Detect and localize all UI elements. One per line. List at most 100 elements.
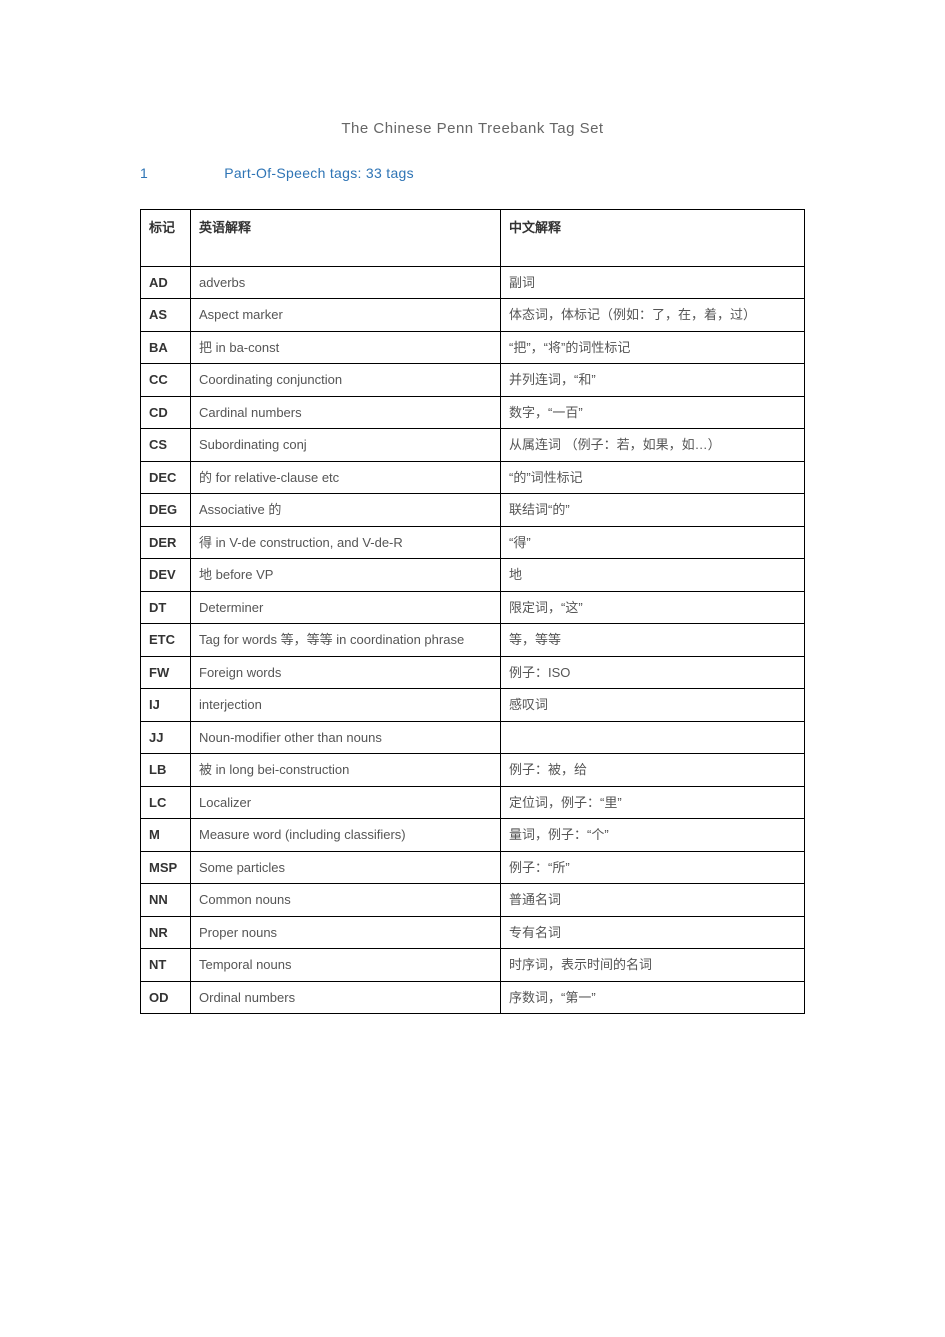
chinese-cell: 定位词，例子：“里” <box>501 786 805 819</box>
chinese-cell: 普通名词 <box>501 884 805 917</box>
tag-cell: NT <box>141 949 191 982</box>
table-row: LB被 in long bei-construction例子：被，给 <box>141 754 805 787</box>
english-cell: Determiner <box>191 591 501 624</box>
tag-cell: NR <box>141 916 191 949</box>
chinese-cell: 专有名词 <box>501 916 805 949</box>
tag-cell: JJ <box>141 721 191 754</box>
english-cell: 的 for relative-clause etc <box>191 461 501 494</box>
table-row: ETCTag for words 等，等等 in coordination ph… <box>141 624 805 657</box>
chinese-cell: 数字，“一百” <box>501 396 805 429</box>
tag-cell: CD <box>141 396 191 429</box>
table-row: IJinterjection感叹词 <box>141 689 805 722</box>
tag-cell: CC <box>141 364 191 397</box>
table-row: DEGAssociative 的联结词“的” <box>141 494 805 527</box>
english-cell: adverbs <box>191 266 501 299</box>
english-cell: Cardinal numbers <box>191 396 501 429</box>
tag-cell: DEV <box>141 559 191 592</box>
tag-cell: CS <box>141 429 191 462</box>
table-row: JJNoun-modifier other than nouns <box>141 721 805 754</box>
section-heading-text: Part-Of-Speech tags: 33 tags <box>224 165 414 181</box>
pos-tags-table: 标记英语解释中文解释ADadverbs副词ASAspect marker体态词，… <box>140 209 805 1014</box>
tag-cell: DT <box>141 591 191 624</box>
tag-cell: MSP <box>141 851 191 884</box>
chinese-cell: “把”，“将”的词性标记 <box>501 331 805 364</box>
english-cell: Common nouns <box>191 884 501 917</box>
english-cell: Localizer <box>191 786 501 819</box>
english-cell: 地 before VP <box>191 559 501 592</box>
chinese-cell: 并列连词，“和” <box>501 364 805 397</box>
table-row: CSSubordinating conj从属连词 （例子：若，如果，如…） <box>141 429 805 462</box>
english-cell: 得 in V-de construction, and V-de-R <box>191 526 501 559</box>
english-cell: Some particles <box>191 851 501 884</box>
table-header-cell: 英语解释 <box>191 210 501 267</box>
chinese-cell: 例子：“所” <box>501 851 805 884</box>
chinese-cell <box>501 721 805 754</box>
tag-cell: LB <box>141 754 191 787</box>
english-cell: interjection <box>191 689 501 722</box>
tag-cell: IJ <box>141 689 191 722</box>
table-row: CDCardinal numbers数字，“一百” <box>141 396 805 429</box>
table-row: LCLocalizer定位词，例子：“里” <box>141 786 805 819</box>
english-cell: Proper nouns <box>191 916 501 949</box>
table-row: DEV地 before VP地 <box>141 559 805 592</box>
table-row: DTDeterminer限定词，“这” <box>141 591 805 624</box>
tag-cell: DEG <box>141 494 191 527</box>
chinese-cell: 地 <box>501 559 805 592</box>
table-row: DER得 in V-de construction, and V-de-R“得” <box>141 526 805 559</box>
chinese-cell: 例子：被，给 <box>501 754 805 787</box>
chinese-cell: 序数词，“第一” <box>501 981 805 1014</box>
chinese-cell: 感叹词 <box>501 689 805 722</box>
table-row: FWForeign words例子：ISO <box>141 656 805 689</box>
tag-cell: ETC <box>141 624 191 657</box>
english-cell: Ordinal numbers <box>191 981 501 1014</box>
table-header-row: 标记英语解释中文解释 <box>141 210 805 267</box>
tag-cell: OD <box>141 981 191 1014</box>
chinese-cell: 从属连词 （例子：若，如果，如…） <box>501 429 805 462</box>
table-header-cell: 标记 <box>141 210 191 267</box>
tag-cell: FW <box>141 656 191 689</box>
table-row: NNCommon nouns普通名词 <box>141 884 805 917</box>
table-row: BA把 in ba-const“把”，“将”的词性标记 <box>141 331 805 364</box>
section-heading: 1 Part-Of-Speech tags: 33 tags <box>140 165 805 181</box>
tag-cell: M <box>141 819 191 852</box>
english-cell: Aspect marker <box>191 299 501 332</box>
table-row: NTTemporal nouns时序词，表示时间的名词 <box>141 949 805 982</box>
chinese-cell: “的”词性标记 <box>501 461 805 494</box>
chinese-cell: 等，等等 <box>501 624 805 657</box>
table-row: ODOrdinal numbers序数词，“第一” <box>141 981 805 1014</box>
chinese-cell: 联结词“的” <box>501 494 805 527</box>
chinese-cell: 限定词，“这” <box>501 591 805 624</box>
english-cell: Temporal nouns <box>191 949 501 982</box>
chinese-cell: 量词，例子：“个” <box>501 819 805 852</box>
table-row: MMeasure word (including classifiers)量词，… <box>141 819 805 852</box>
english-cell: Noun-modifier other than nouns <box>191 721 501 754</box>
chinese-cell: 体态词，体标记（例如：了，在，着，过） <box>501 299 805 332</box>
english-cell: Measure word (including classifiers) <box>191 819 501 852</box>
tag-cell: AD <box>141 266 191 299</box>
document-title: The Chinese Penn Treebank Tag Set <box>140 120 805 137</box>
tag-cell: DER <box>141 526 191 559</box>
tag-cell: DEC <box>141 461 191 494</box>
chinese-cell: 例子：ISO <box>501 656 805 689</box>
tag-cell: NN <box>141 884 191 917</box>
table-row: CCCoordinating conjunction并列连词，“和” <box>141 364 805 397</box>
english-cell: Coordinating conjunction <box>191 364 501 397</box>
table-row: ASAspect marker体态词，体标记（例如：了，在，着，过） <box>141 299 805 332</box>
section-number: 1 <box>140 165 220 181</box>
table-row: MSPSome particles例子：“所” <box>141 851 805 884</box>
chinese-cell: “得” <box>501 526 805 559</box>
tag-cell: LC <box>141 786 191 819</box>
chinese-cell: 副词 <box>501 266 805 299</box>
english-cell: 被 in long bei-construction <box>191 754 501 787</box>
table-row: ADadverbs副词 <box>141 266 805 299</box>
chinese-cell: 时序词，表示时间的名词 <box>501 949 805 982</box>
tag-cell: BA <box>141 331 191 364</box>
table-row: DEC的 for relative-clause etc“的”词性标记 <box>141 461 805 494</box>
table-row: NRProper nouns专有名词 <box>141 916 805 949</box>
tag-cell: AS <box>141 299 191 332</box>
table-header-cell: 中文解释 <box>501 210 805 267</box>
english-cell: Subordinating conj <box>191 429 501 462</box>
english-cell: Foreign words <box>191 656 501 689</box>
english-cell: 把 in ba-const <box>191 331 501 364</box>
english-cell: Tag for words 等，等等 in coordination phras… <box>191 624 501 657</box>
